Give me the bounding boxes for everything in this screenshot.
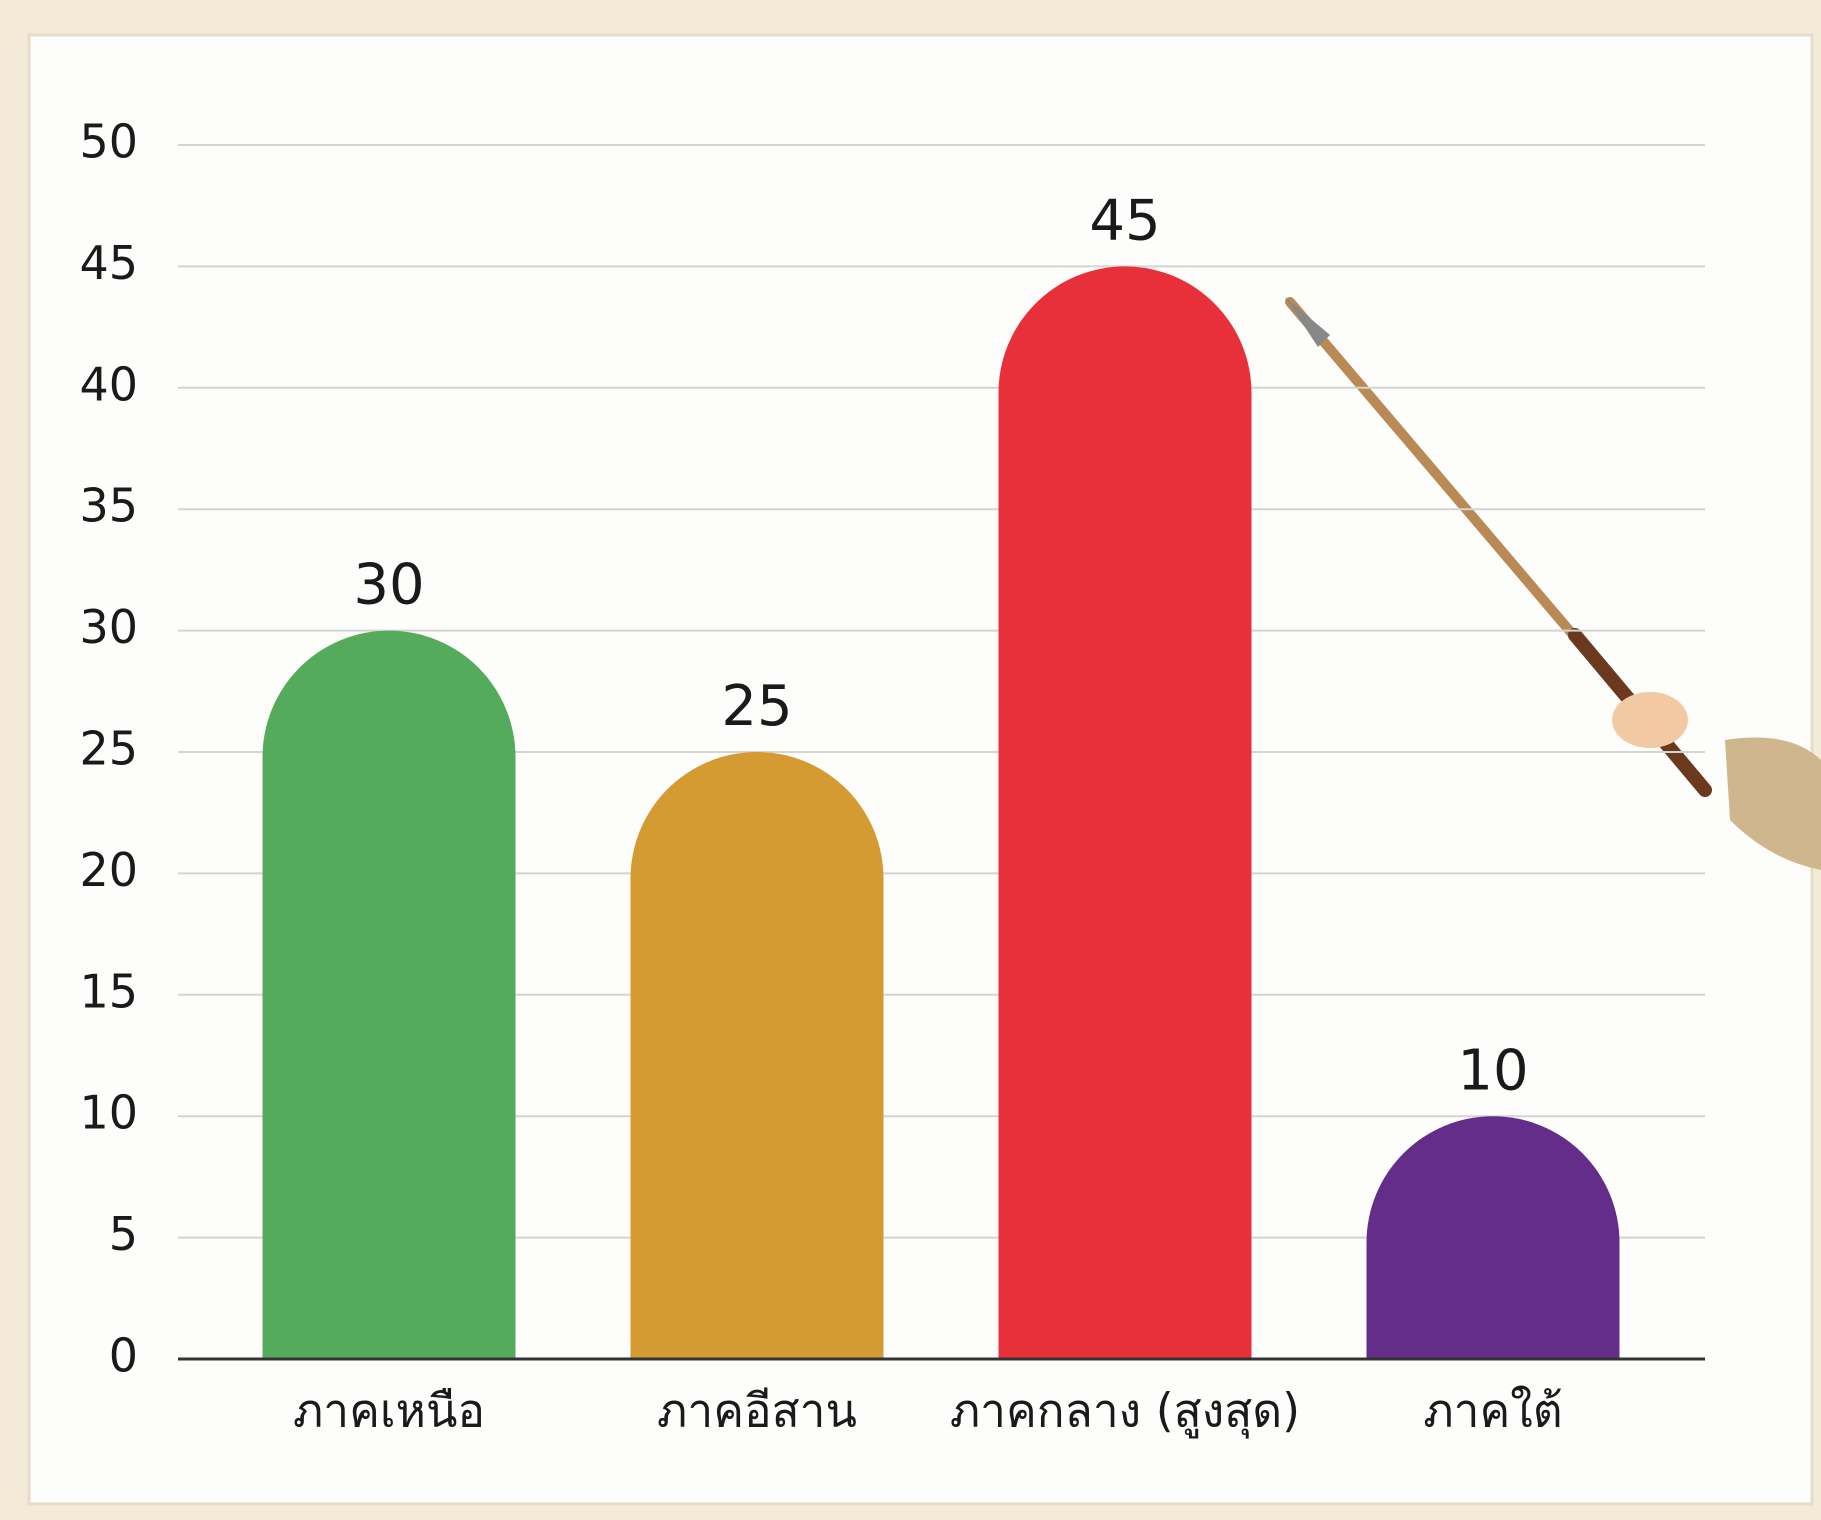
- y-tick-label: 50: [79, 115, 138, 169]
- x-tick-label: ภาคใต้: [1423, 1384, 1562, 1438]
- y-tick-label: 0: [109, 1329, 138, 1383]
- y-tick-label: 10: [79, 1086, 138, 1140]
- value-label: 25: [721, 674, 792, 739]
- y-tick-label: 30: [79, 600, 138, 654]
- bar: [631, 752, 884, 1359]
- chart: 0 5 10 15 20 25 30 35 40 45 50 ภาคเหนือ 30 ภาคอีสาน 25…: [0, 0, 1821, 1520]
- bar: [263, 631, 516, 1359]
- y-tick-label: 15: [79, 964, 138, 1018]
- y-tick-label: 25: [79, 722, 138, 776]
- y-tick-label: 5: [109, 1207, 138, 1261]
- bar: [1367, 1116, 1620, 1359]
- x-tick-label: ภาคอีสาน: [657, 1384, 857, 1438]
- value-label: 30: [353, 553, 424, 618]
- y-tick-label: 35: [79, 479, 138, 533]
- page: {"chart_data": {"type": "bar", "categori…: [0, 0, 1821, 1520]
- x-tick-label: ภาคเหนือ: [293, 1384, 485, 1438]
- y-tick-label: 45: [79, 236, 138, 290]
- x-tick-label: ภาคกลาง (สูงสุด): [950, 1384, 1300, 1440]
- value-label: 45: [1089, 189, 1160, 254]
- y-tick-label: 20: [79, 843, 138, 897]
- value-label: 10: [1457, 1038, 1528, 1103]
- bar: [999, 266, 1252, 1359]
- y-tick-label: 40: [79, 357, 138, 411]
